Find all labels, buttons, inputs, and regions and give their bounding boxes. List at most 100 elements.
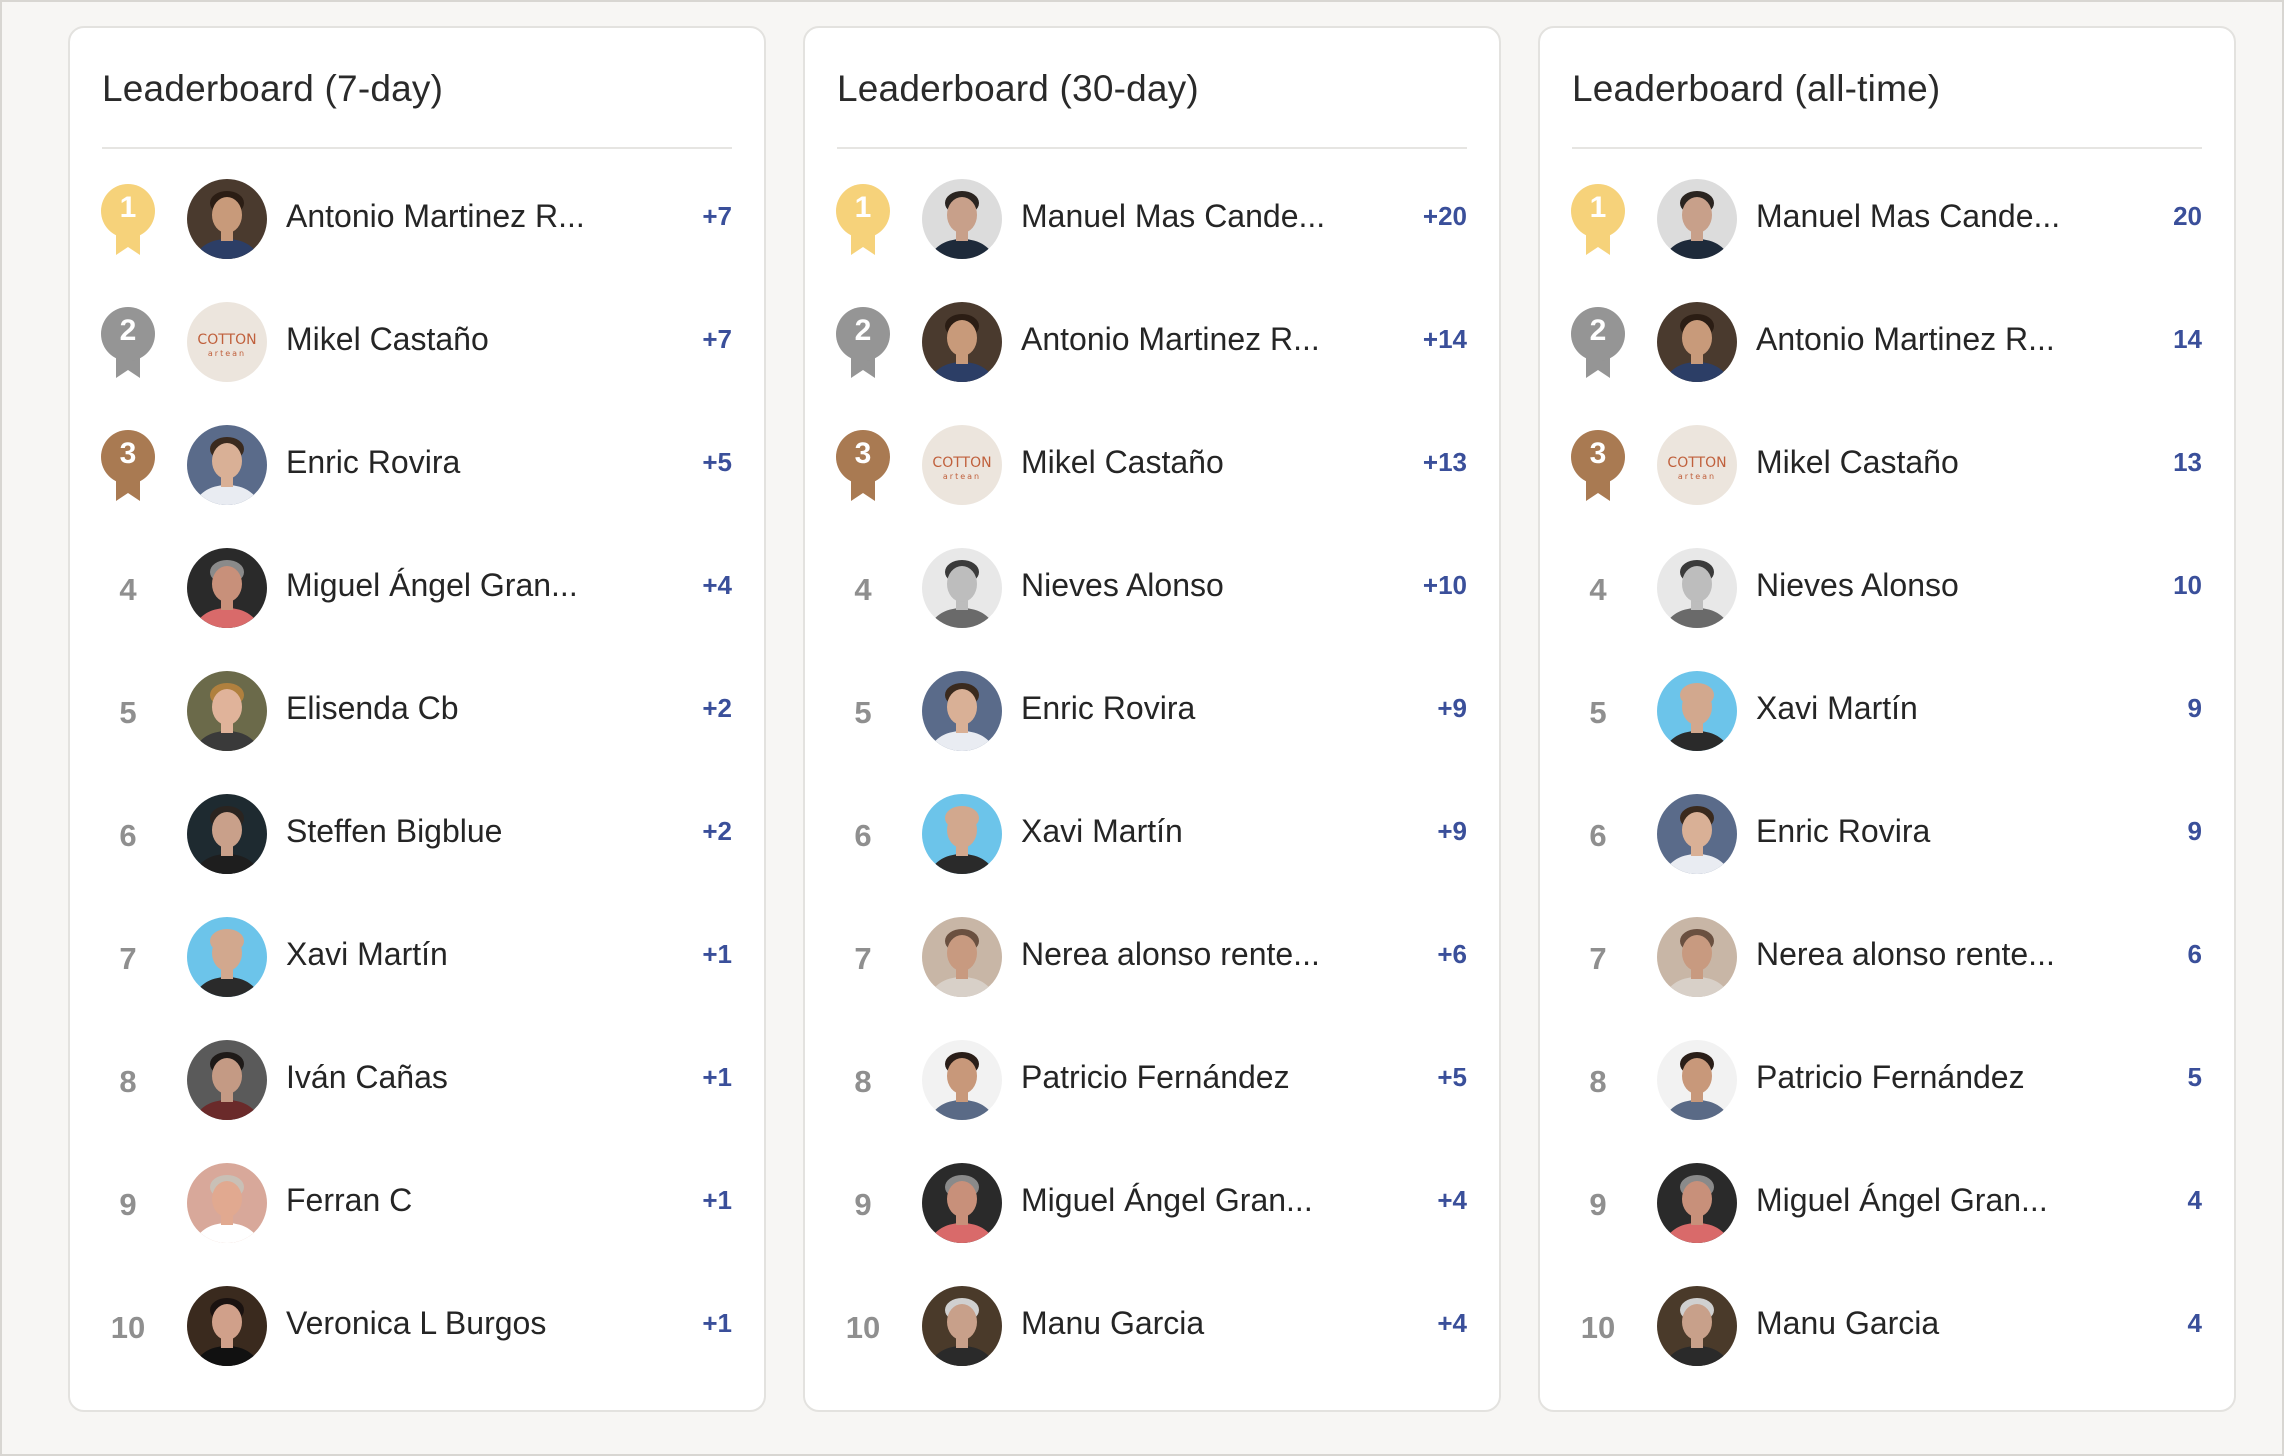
avatar[interactable] [187,794,267,874]
member-name[interactable]: Steffen Bigblue [286,813,503,849]
leaderboard-row[interactable]: 8 Patricio Fernández +5 [805,1026,1499,1149]
member-name[interactable]: Nerea alonso rente... [1756,936,2055,972]
member-name[interactable]: Nieves Alonso [1756,567,1959,603]
member-name[interactable]: Patricio Fernández [1756,1059,2025,1095]
leaderboard-row[interactable]: 2 COTTON artean Mikel Castaño +7 [70,288,764,411]
member-name[interactable]: Ferran C [286,1182,413,1218]
leaderboard-row[interactable]: 10 Veronica L Burgos +1 [70,1272,764,1395]
member-name[interactable]: Iván Cañas [286,1059,448,1095]
member-name[interactable]: Mikel Castaño [1021,444,1224,480]
leaderboard-row[interactable]: 2 Antonio Martinez R... 14 [1540,288,2234,411]
leaderboard-row[interactable]: 4 Miguel Ángel Gran... +4 [70,534,764,657]
leaderboard-row[interactable]: 6 Enric Rovira 9 [1540,780,2234,903]
member-name[interactable]: Xavi Martín [286,936,448,972]
leaderboard-row[interactable]: 5 Enric Rovira +9 [805,657,1499,780]
leaderboard-row[interactable]: 2 Antonio Martinez R... +14 [805,288,1499,411]
leaderboard-row[interactable]: 9 Miguel Ángel Gran... 4 [1540,1149,2234,1272]
member-name[interactable]: Nieves Alonso [1021,567,1224,603]
avatar[interactable] [922,1163,1002,1243]
avatar[interactable] [922,302,1002,382]
member-name[interactable]: Antonio Martinez R... [1021,321,1320,357]
leaderboard-row[interactable]: 1 Manuel Mas Cande... +20 [805,165,1499,288]
member-name[interactable]: Enric Rovira [1021,690,1196,726]
avatar[interactable] [187,1040,267,1120]
avatar[interactable] [1657,179,1737,259]
member-name[interactable]: Antonio Martinez R... [286,198,585,234]
rank-medal: 2 [100,306,156,380]
avatar[interactable] [187,179,267,259]
leaderboard-row[interactable]: 10 Manu Garcia +4 [805,1272,1499,1395]
leaderboard-row[interactable]: 9 Miguel Ángel Gran... +4 [805,1149,1499,1272]
member-name[interactable]: Antonio Martinez R... [1756,321,2055,357]
member-score: 5 [2187,1062,2202,1092]
avatar[interactable] [922,1040,1002,1120]
member-score: +13 [1422,447,1467,477]
member-name[interactable]: Manuel Mas Cande... [1021,198,1326,234]
member-name[interactable]: Miguel Ángel Gran... [286,567,578,603]
avatar[interactable] [1657,671,1737,751]
member-name[interactable]: Patricio Fernández [1021,1059,1290,1095]
avatar[interactable] [1657,794,1737,874]
avatar[interactable] [922,917,1002,997]
avatar[interactable] [1657,1163,1737,1243]
avatar[interactable] [922,179,1002,259]
avatar[interactable] [922,1286,1002,1366]
leaderboard-row[interactable]: 7 Nerea alonso rente... +6 [805,903,1499,1026]
member-name[interactable]: Xavi Martín [1756,690,1918,726]
avatar[interactable] [187,917,267,997]
leaderboard-row[interactable]: 3 COTTON artean Mikel Castaño 13 [1540,411,2234,534]
avatar[interactable] [1657,917,1737,997]
member-score: 9 [2187,816,2202,846]
member-name[interactable]: Mikel Castaño [1756,444,1959,480]
member-name[interactable]: Xavi Martín [1021,813,1183,849]
avatar[interactable] [187,425,267,505]
leaderboard-row[interactable]: 9 Ferran C +1 [70,1149,764,1272]
avatar[interactable] [187,1286,267,1366]
member-name[interactable]: Manu Garcia [1756,1305,1940,1341]
avatar[interactable] [1657,548,1737,628]
member-name[interactable]: Enric Rovira [1756,813,1931,849]
divider [837,147,1467,149]
member-name[interactable]: Enric Rovira [286,444,461,480]
avatar[interactable] [187,671,267,751]
member-score: 4 [2187,1308,2202,1338]
avatar[interactable] [922,548,1002,628]
person-avatar-icon [187,1163,267,1243]
leaderboard-row[interactable]: 8 Iván Cañas +1 [70,1026,764,1149]
person-avatar-icon [1657,1040,1737,1120]
leaderboard-row[interactable]: 5 Xavi Martín 9 [1540,657,2234,780]
member-name[interactable]: Nerea alonso rente... [1021,936,1320,972]
avatar[interactable] [1657,1040,1737,1120]
avatar[interactable] [1657,1286,1737,1366]
leaderboard-row[interactable]: 10 Manu Garcia 4 [1540,1272,2234,1395]
member-score: +7 [702,201,732,231]
member-name[interactable]: Miguel Ángel Gran... [1021,1182,1313,1218]
avatar[interactable] [922,794,1002,874]
leaderboard-row[interactable]: 1 Antonio Martinez R... +7 [70,165,764,288]
leaderboard-row[interactable]: 5 Elisenda Cb +2 [70,657,764,780]
avatar[interactable]: COTTON artean [187,302,267,382]
avatar[interactable]: COTTON artean [1657,425,1737,505]
avatar[interactable]: COTTON artean [922,425,1002,505]
leaderboard-row[interactable]: 7 Xavi Martín +1 [70,903,764,1026]
leaderboard-row[interactable]: 1 Manuel Mas Cande... 20 [1540,165,2234,288]
avatar[interactable] [187,1163,267,1243]
member-name[interactable]: Mikel Castaño [286,321,489,357]
leaderboard-row[interactable]: 6 Steffen Bigblue +2 [70,780,764,903]
avatar[interactable] [922,671,1002,751]
leaderboard-row[interactable]: 6 Xavi Martín +9 [805,780,1499,903]
avatar[interactable] [187,548,267,628]
leaderboard-row[interactable]: 3 COTTON artean Mikel Castaño +13 [805,411,1499,534]
leaderboard-row[interactable]: 8 Patricio Fernández 5 [1540,1026,2234,1149]
leaderboard-row[interactable]: 7 Nerea alonso rente... 6 [1540,903,2234,1026]
member-name[interactable]: Veronica L Burgos [286,1305,547,1341]
leaderboard-row[interactable]: 3 Enric Rovira +5 [70,411,764,534]
member-name[interactable]: Manuel Mas Cande... [1756,198,2061,234]
member-name[interactable]: Manu Garcia [1021,1305,1205,1341]
member-name[interactable]: Elisenda Cb [286,690,459,726]
leaderboard-row[interactable]: 4 Nieves Alonso +10 [805,534,1499,657]
leaderboard-row[interactable]: 4 Nieves Alonso 10 [1540,534,2234,657]
avatar[interactable] [1657,302,1737,382]
member-name[interactable]: Miguel Ángel Gran... [1756,1182,2048,1218]
rank-number: 7 [1589,941,1607,976]
